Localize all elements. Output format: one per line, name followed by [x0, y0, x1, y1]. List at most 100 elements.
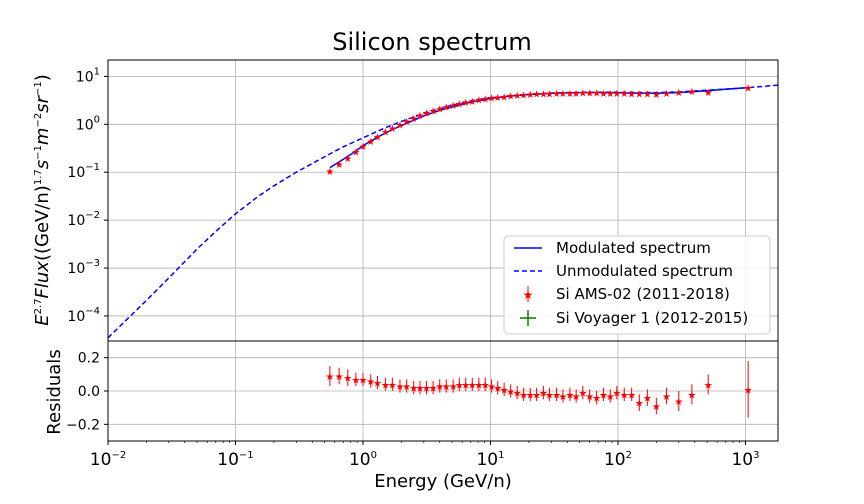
ams-data-point: ★ — [620, 89, 629, 100]
ams-data-point: ★ — [558, 89, 567, 100]
ams-data-point: ★ — [481, 95, 490, 106]
residual-point: ★ — [395, 382, 404, 393]
residual-point: ★ — [744, 385, 753, 396]
bottom-grid — [107, 341, 778, 441]
residual-point: ★ — [599, 390, 608, 401]
ams-data-point: ★ — [704, 88, 713, 99]
bottom-y-tick-label: 0.0 — [78, 384, 100, 400]
x-tick-label: 100 — [349, 450, 377, 470]
legend-modulated-label: Modulated spectrum — [556, 239, 711, 257]
legend-unmodulated-label: Unmodulated spectrum — [556, 262, 733, 280]
x-axis-label: Energy (GeV/n) — [374, 471, 512, 492]
residual-point: ★ — [493, 384, 502, 395]
ams-data-point: ★ — [565, 89, 574, 100]
ams-data-point: ★ — [474, 95, 483, 106]
ams-data-point: ★ — [662, 89, 671, 100]
ams-data-point: ★ — [585, 89, 594, 100]
ams-data-point: ★ — [343, 154, 352, 165]
ams-data-point: ★ — [744, 83, 753, 94]
residual-point: ★ — [351, 375, 360, 386]
residual-point: ★ — [435, 382, 444, 393]
residual-point: ★ — [635, 399, 644, 410]
ams-data-point: ★ — [455, 99, 464, 110]
residual-point: ★ — [674, 397, 683, 408]
svg-text:★: ★ — [523, 288, 534, 302]
legend-box — [503, 235, 771, 335]
residual-point: ★ — [468, 380, 477, 391]
top-panel: ★★★★★★★★★★★★★★★★★★★★★★★★★★★★★★★★★★★★★★★★… — [32, 59, 779, 342]
residual-point: ★ — [487, 382, 496, 393]
top-y-ticks: 10−4 10−3 10−2 10−1 100 101 — [67, 66, 108, 325]
ams-data-point: ★ — [652, 90, 661, 101]
residual-point: ★ — [506, 387, 515, 398]
x-tick-label: 10−2 — [90, 450, 126, 470]
ams-data-point: ★ — [373, 132, 382, 143]
ams-data-point: ★ — [388, 124, 397, 135]
ams-data-point: ★ — [358, 142, 367, 153]
ams-data-point: ★ — [635, 89, 644, 100]
ams-data-point: ★ — [643, 89, 652, 100]
ams-data-point: ★ — [612, 89, 621, 100]
residual-point: ★ — [620, 390, 629, 401]
residual-point: ★ — [343, 374, 352, 385]
ams-data-point: ★ — [572, 89, 581, 100]
chart-title: Silicon spectrum — [332, 28, 532, 56]
residual-point: ★ — [592, 394, 601, 405]
ams-data-point: ★ — [366, 137, 375, 148]
bottom-y-tick-label: −0.2 — [66, 417, 100, 433]
residual-point: ★ — [513, 389, 522, 400]
residual-point: ★ — [704, 380, 713, 391]
residual-point: ★ — [366, 377, 375, 388]
legend-ams-marker: ★ — [523, 286, 534, 302]
ams-data-point: ★ — [395, 120, 404, 131]
ams-data-point: ★ — [468, 97, 477, 108]
residual-point: ★ — [388, 380, 397, 391]
residual-point: ★ — [539, 389, 548, 400]
ams-data-point: ★ — [381, 128, 390, 139]
legend-ams-label: Si AMS-02 (2011-2018) — [556, 285, 730, 303]
ams-data-point: ★ — [599, 89, 608, 100]
top-grid — [107, 60, 778, 341]
residual-point: ★ — [519, 390, 528, 401]
residual-point: ★ — [381, 380, 390, 391]
top-y-tick-label: 10−4 — [67, 306, 100, 325]
residual-point: ★ — [545, 390, 554, 401]
ams-data-point: ★ — [627, 89, 636, 100]
unmodulated-spectrum-line — [107, 84, 779, 339]
ams-data-point: ★ — [449, 101, 458, 112]
residual-point: ★ — [429, 384, 438, 395]
top-y-tick-label: 10−2 — [67, 210, 100, 229]
ams-data-point: ★ — [606, 89, 615, 100]
bottom-series: ★ ★ ★ ★★★★★★★★★★★★★★★★★★★★★★★★★★★★★★★★★★★★★… — [325, 361, 753, 418]
ams-data-point: ★ — [545, 89, 554, 100]
residual-point: ★ — [500, 385, 509, 396]
residual-point: ★ — [416, 384, 425, 395]
residual-point: ★ — [373, 379, 382, 390]
ams-data-point: ★ — [402, 117, 411, 128]
x-tick-label: 10−1 — [217, 450, 253, 470]
residual-point: ★ — [662, 392, 671, 403]
residual-point: ★ — [461, 380, 470, 391]
ams-data-point: ★ — [674, 88, 683, 99]
ams-data-point: ★ — [519, 90, 528, 101]
top-y-tick-label: 101 — [76, 66, 100, 85]
bottom-y-ticks: 0.2 0.0 −0.2 — [66, 351, 108, 433]
residual-point: ★ — [687, 390, 696, 401]
bottom-y-axis-label: Residuals — [44, 349, 65, 434]
residual-point: ★ — [325, 372, 334, 383]
ams-data-point: ★ — [493, 93, 502, 104]
residual-point: ★ — [552, 390, 561, 401]
residual-point: ★ — [558, 392, 567, 403]
residual-point: ★ — [455, 380, 464, 391]
residual-point: ★ — [358, 375, 367, 386]
ams-data-point: ★ — [500, 92, 509, 103]
residual-point: ★ — [409, 384, 418, 395]
bottom-panel: ★ ★ ★ ★★★★★★★★★★★★★★★★★★★★★★★★★★★★★★★★★★★★★… — [44, 340, 779, 492]
ams-data-point: ★ — [435, 104, 444, 115]
residual-point: ★ — [652, 402, 661, 413]
residual-point: ★ — [422, 384, 431, 395]
residual-point: ★ — [627, 390, 636, 401]
top-y-tick-label: 10−1 — [67, 162, 100, 181]
residual-point: ★ — [643, 394, 652, 405]
top-y-tick-label: 100 — [76, 114, 100, 133]
